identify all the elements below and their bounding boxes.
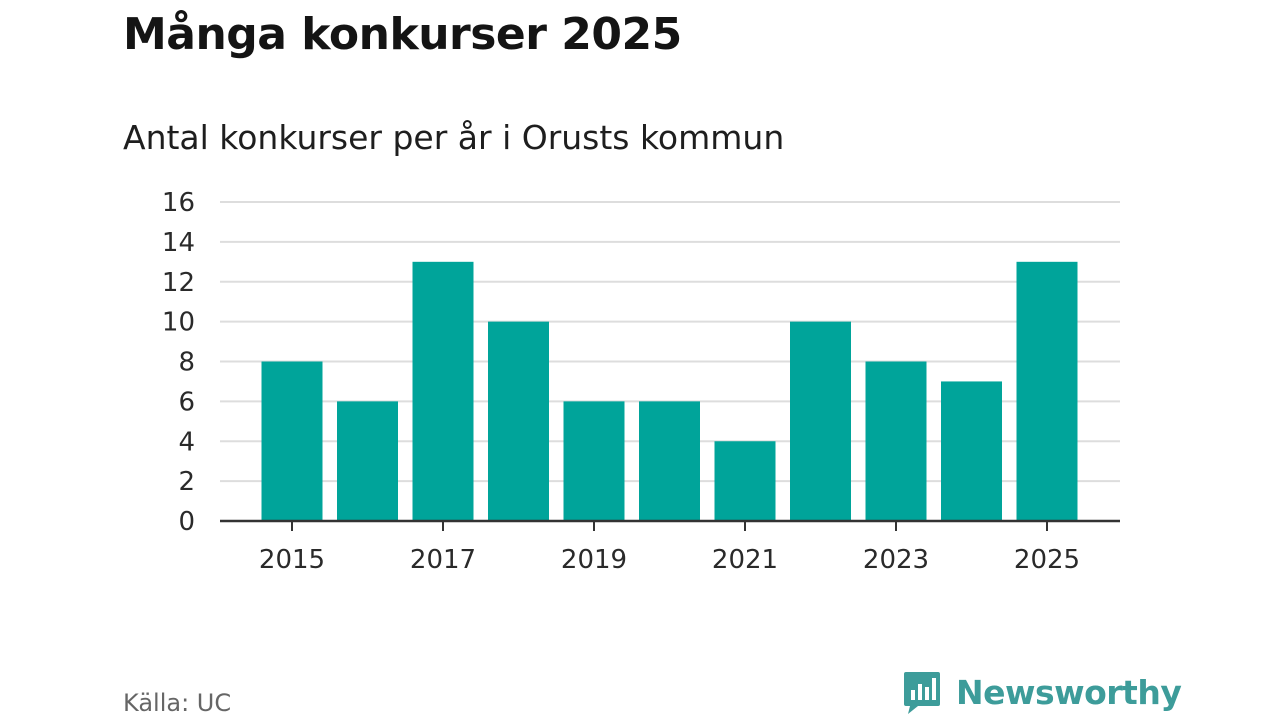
- x-tick-label: 2017: [410, 545, 476, 575]
- y-tick-label: 12: [162, 268, 195, 298]
- bar: [714, 441, 776, 521]
- bar-chart: 0 2 4 6 8 10 12 14 16 2015 2017 2019 2021 2023 2025: [162, 188, 1120, 575]
- bar: [412, 261, 474, 521]
- bar: [1016, 261, 1078, 521]
- source-note: Källa: UC: [123, 689, 232, 717]
- bar: [488, 321, 549, 521]
- bar-chart-speech-bubble-icon: [904, 672, 940, 714]
- x-tick-label: 2021: [712, 545, 778, 575]
- x-tick-label: 2015: [259, 545, 325, 575]
- x-tick-label: 2025: [1014, 545, 1080, 575]
- y-tick-label: 8: [178, 348, 195, 378]
- y-tick-label: 6: [178, 387, 195, 417]
- bar: [261, 361, 323, 521]
- x-tick-label: 2023: [863, 545, 929, 575]
- bar: [790, 321, 851, 521]
- y-tick-label: 14: [162, 228, 195, 258]
- y-tick-label: 10: [162, 308, 195, 338]
- y-tick-label: 16: [162, 188, 195, 218]
- brand-logo: Newsworthy: [902, 670, 1182, 716]
- y-tick-label: 0: [178, 507, 195, 537]
- bar: [639, 401, 700, 521]
- y-tick-label: 4: [178, 427, 195, 457]
- axes: 0 2 4 6 8 10 12 14 16 2015 2017 2019 2021 2023 2025: [162, 188, 1120, 575]
- bars: [261, 261, 1078, 521]
- brand-name: Newsworthy: [956, 673, 1182, 712]
- bar: [337, 401, 398, 521]
- y-tick-label: 2: [178, 467, 195, 497]
- chart-subtitle: Antal konkurser per år i Orusts kommun: [123, 118, 785, 157]
- x-tick-label: 2019: [561, 545, 627, 575]
- bar: [941, 381, 1002, 521]
- bar: [563, 401, 625, 521]
- bar: [865, 361, 927, 521]
- chart-title: Många konkurser 2025: [123, 9, 682, 60]
